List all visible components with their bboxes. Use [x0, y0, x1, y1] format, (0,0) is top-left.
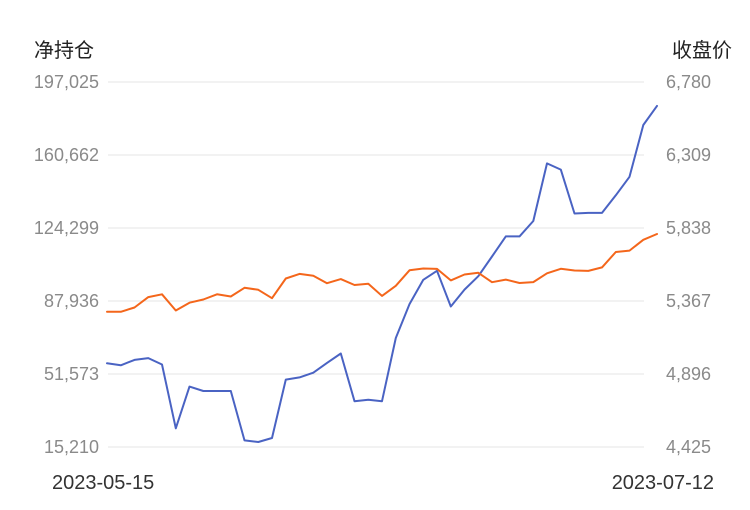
gridlines	[108, 81, 644, 448]
left-tick-label: 15,210	[44, 437, 99, 457]
right-tick-label: 6,309	[666, 145, 711, 165]
right-tick-label: 6,780	[666, 72, 711, 92]
left-tick-label: 160,662	[34, 145, 99, 165]
series-layer	[106, 104, 658, 443]
x-tick-labels: 2023-05-15 2023-07-12	[52, 472, 714, 494]
left-tick-label: 124,299	[34, 218, 99, 238]
right-tick-label: 5,838	[666, 218, 711, 238]
right-tick-label: 4,425	[666, 437, 711, 457]
left-tick-labels: 197,025 160,662 124,299 87,936 51,573 15,210	[34, 72, 99, 457]
x-tick-label-end: 2023-07-12	[612, 472, 714, 494]
series-line-right-axis	[106, 233, 658, 313]
right-axis-title: 收盘价	[672, 38, 732, 62]
right-tick-labels: 6,780 6,309 5,838 5,367 4,896 4,425	[666, 72, 711, 457]
right-tick-label: 5,367	[666, 291, 711, 311]
left-tick-label: 197,025	[34, 72, 99, 92]
x-tick-label-start: 2023-05-15	[52, 472, 154, 494]
left-axis-title: 净持仓	[34, 38, 94, 62]
series-line-left-axis	[106, 104, 658, 443]
left-tick-label: 51,573	[44, 364, 99, 384]
right-tick-label: 4,896	[666, 364, 711, 384]
left-tick-label: 87,936	[44, 291, 99, 311]
